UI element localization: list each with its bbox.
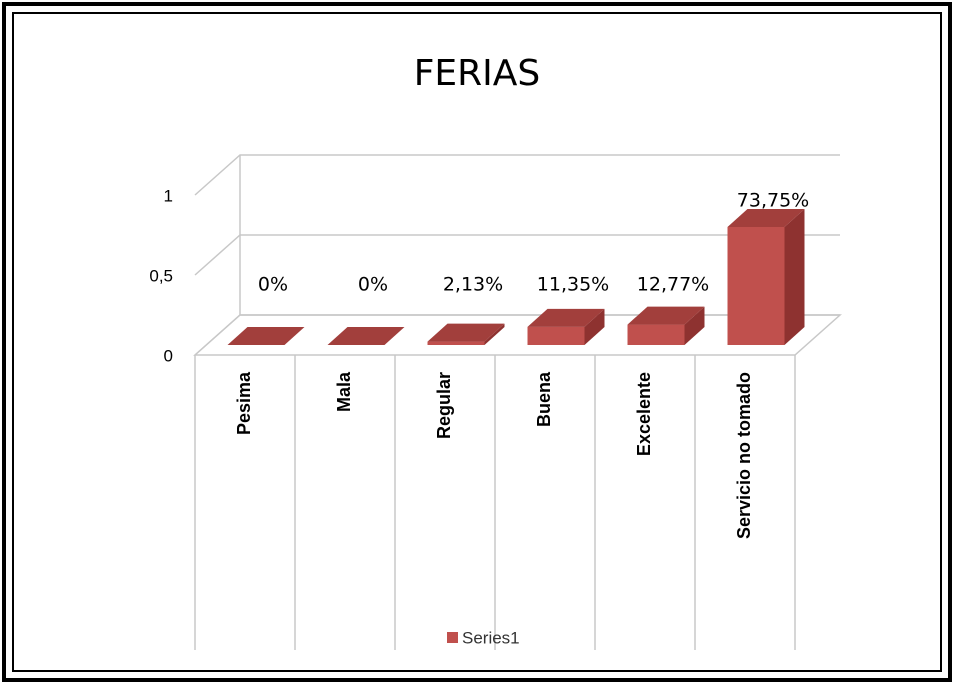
bar-top: [227, 327, 305, 345]
value-label: 73,75%: [737, 190, 809, 212]
bar-side: [584, 308, 605, 345]
x-tick-label: Mala: [334, 371, 354, 412]
bar-top: [427, 323, 505, 342]
bar: [527, 326, 585, 345]
legend-swatch: [447, 632, 458, 643]
y-tick-label: 0,5: [149, 266, 173, 285]
bar-top: [527, 308, 605, 327]
bar: [427, 341, 485, 345]
legend-label: Series1: [462, 628, 520, 647]
bar-top: [327, 327, 405, 345]
bar-top: [627, 306, 705, 325]
value-label: 12,77%: [637, 274, 709, 296]
bar-side: [784, 209, 805, 345]
value-label: 2,13%: [443, 274, 503, 296]
value-label: 0%: [358, 274, 388, 296]
x-tick-label: Servicio no tomado: [734, 372, 754, 539]
bar: [627, 324, 685, 345]
chart-title: FERIAS: [414, 53, 541, 94]
x-tick-label: Pesima: [234, 371, 254, 435]
bar-side: [684, 306, 705, 345]
value-label: 0%: [258, 274, 288, 296]
y-tick-label: 1: [164, 186, 173, 205]
value-label: 11,35%: [537, 274, 609, 296]
bar-side: [484, 323, 505, 345]
inner-frame: [12, 12, 942, 672]
x-tick-label: Buena: [534, 371, 554, 427]
bar-top: [727, 209, 805, 227]
x-tick-label: Regular: [434, 372, 454, 439]
bar: [727, 227, 785, 345]
x-tick-label: Excelente: [634, 372, 654, 456]
y-tick-label: 0: [164, 346, 173, 365]
